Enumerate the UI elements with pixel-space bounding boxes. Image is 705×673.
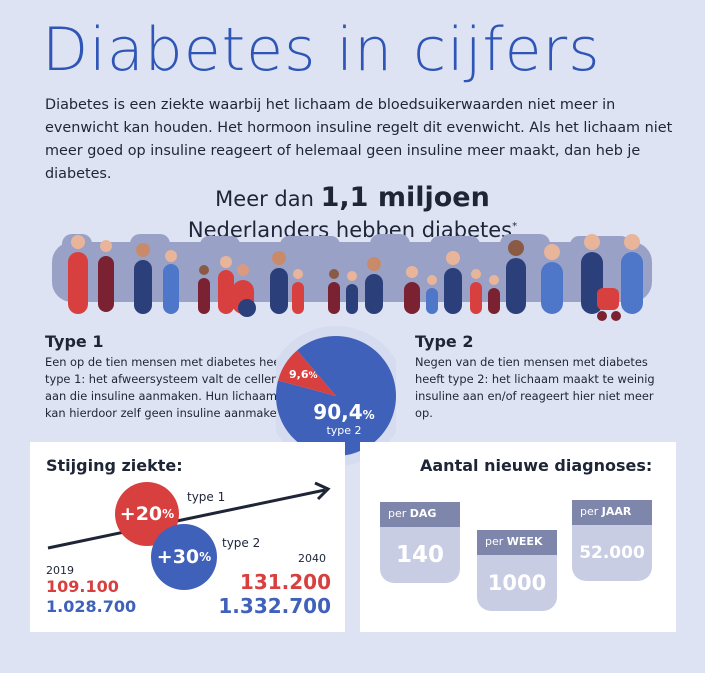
- diagnosis-per-week: per WEEK 1000: [477, 530, 557, 611]
- diagnosis-week-head: per WEEK: [477, 530, 557, 555]
- crowd-illustration: [52, 234, 652, 321]
- diagnosis-day-value: 140: [380, 527, 460, 583]
- year-start: 2019: [46, 564, 74, 577]
- headline-number: 1,1 miljoen: [320, 182, 490, 213]
- headline-prefix: Meer dan: [215, 187, 321, 211]
- diagnoses-card: Aantal nieuwe diagnoses: per DAG 140 per…: [360, 442, 676, 632]
- type-pie-chart: 9,6% 90,4% type 2: [266, 318, 406, 466]
- pie-svg: [266, 326, 406, 466]
- type1-text: Een op de tien mensen met diabetes heeft…: [45, 355, 289, 420]
- growth-card: Stijging ziekte: +20% +30% type 1 type 2…: [30, 442, 345, 632]
- end-type1: 131.200: [239, 570, 331, 594]
- growth-label-type2: type 2: [222, 536, 261, 550]
- type2-info: Type 2 Negen van de tien mensen met diab…: [415, 333, 675, 422]
- diagnosis-year-head: per JAAR: [572, 500, 652, 525]
- type2-text: Negen van de tien mensen met diabetes he…: [415, 355, 655, 420]
- start-type1: 109.100: [46, 577, 119, 596]
- diagnosis-per-day: per DAG 140: [380, 502, 460, 583]
- growth-label-type1: type 1: [187, 490, 226, 504]
- headline-footnote-mark: *: [512, 221, 518, 232]
- diagnosis-year-value: 52.000: [572, 525, 652, 581]
- growth-arrow: [47, 481, 331, 550]
- diagnosis-week-value: 1000: [477, 555, 557, 611]
- pie-slice-type1: [278, 350, 336, 396]
- intro-text: Diabetes is een ziekte waarbij het licha…: [45, 97, 673, 182]
- diagnosis-per-year: per JAAR 52.000: [572, 500, 652, 581]
- year-end: 2040: [298, 552, 326, 565]
- page-title: Diabetes in cijfers: [42, 15, 601, 85]
- type1-info: Type 1 Een op de tien mensen met diabete…: [45, 333, 290, 422]
- people-figures: [68, 234, 643, 321]
- end-type2: 1.332.700: [218, 594, 331, 618]
- start-type2: 1.028.700: [46, 597, 137, 616]
- pie-label-type2: 90,4% type 2: [313, 400, 375, 437]
- growth-title: Stijging ziekte:: [46, 456, 183, 475]
- diagnosis-day-head: per DAG: [380, 502, 460, 527]
- type1-title: Type 1: [45, 332, 104, 351]
- pie-label-type1: 9,6%: [289, 368, 318, 381]
- growth-circle-type2: +30%: [151, 524, 217, 590]
- type2-title: Type 2: [415, 332, 474, 351]
- diagnoses-title: Aantal nieuwe diagnoses:: [420, 456, 653, 475]
